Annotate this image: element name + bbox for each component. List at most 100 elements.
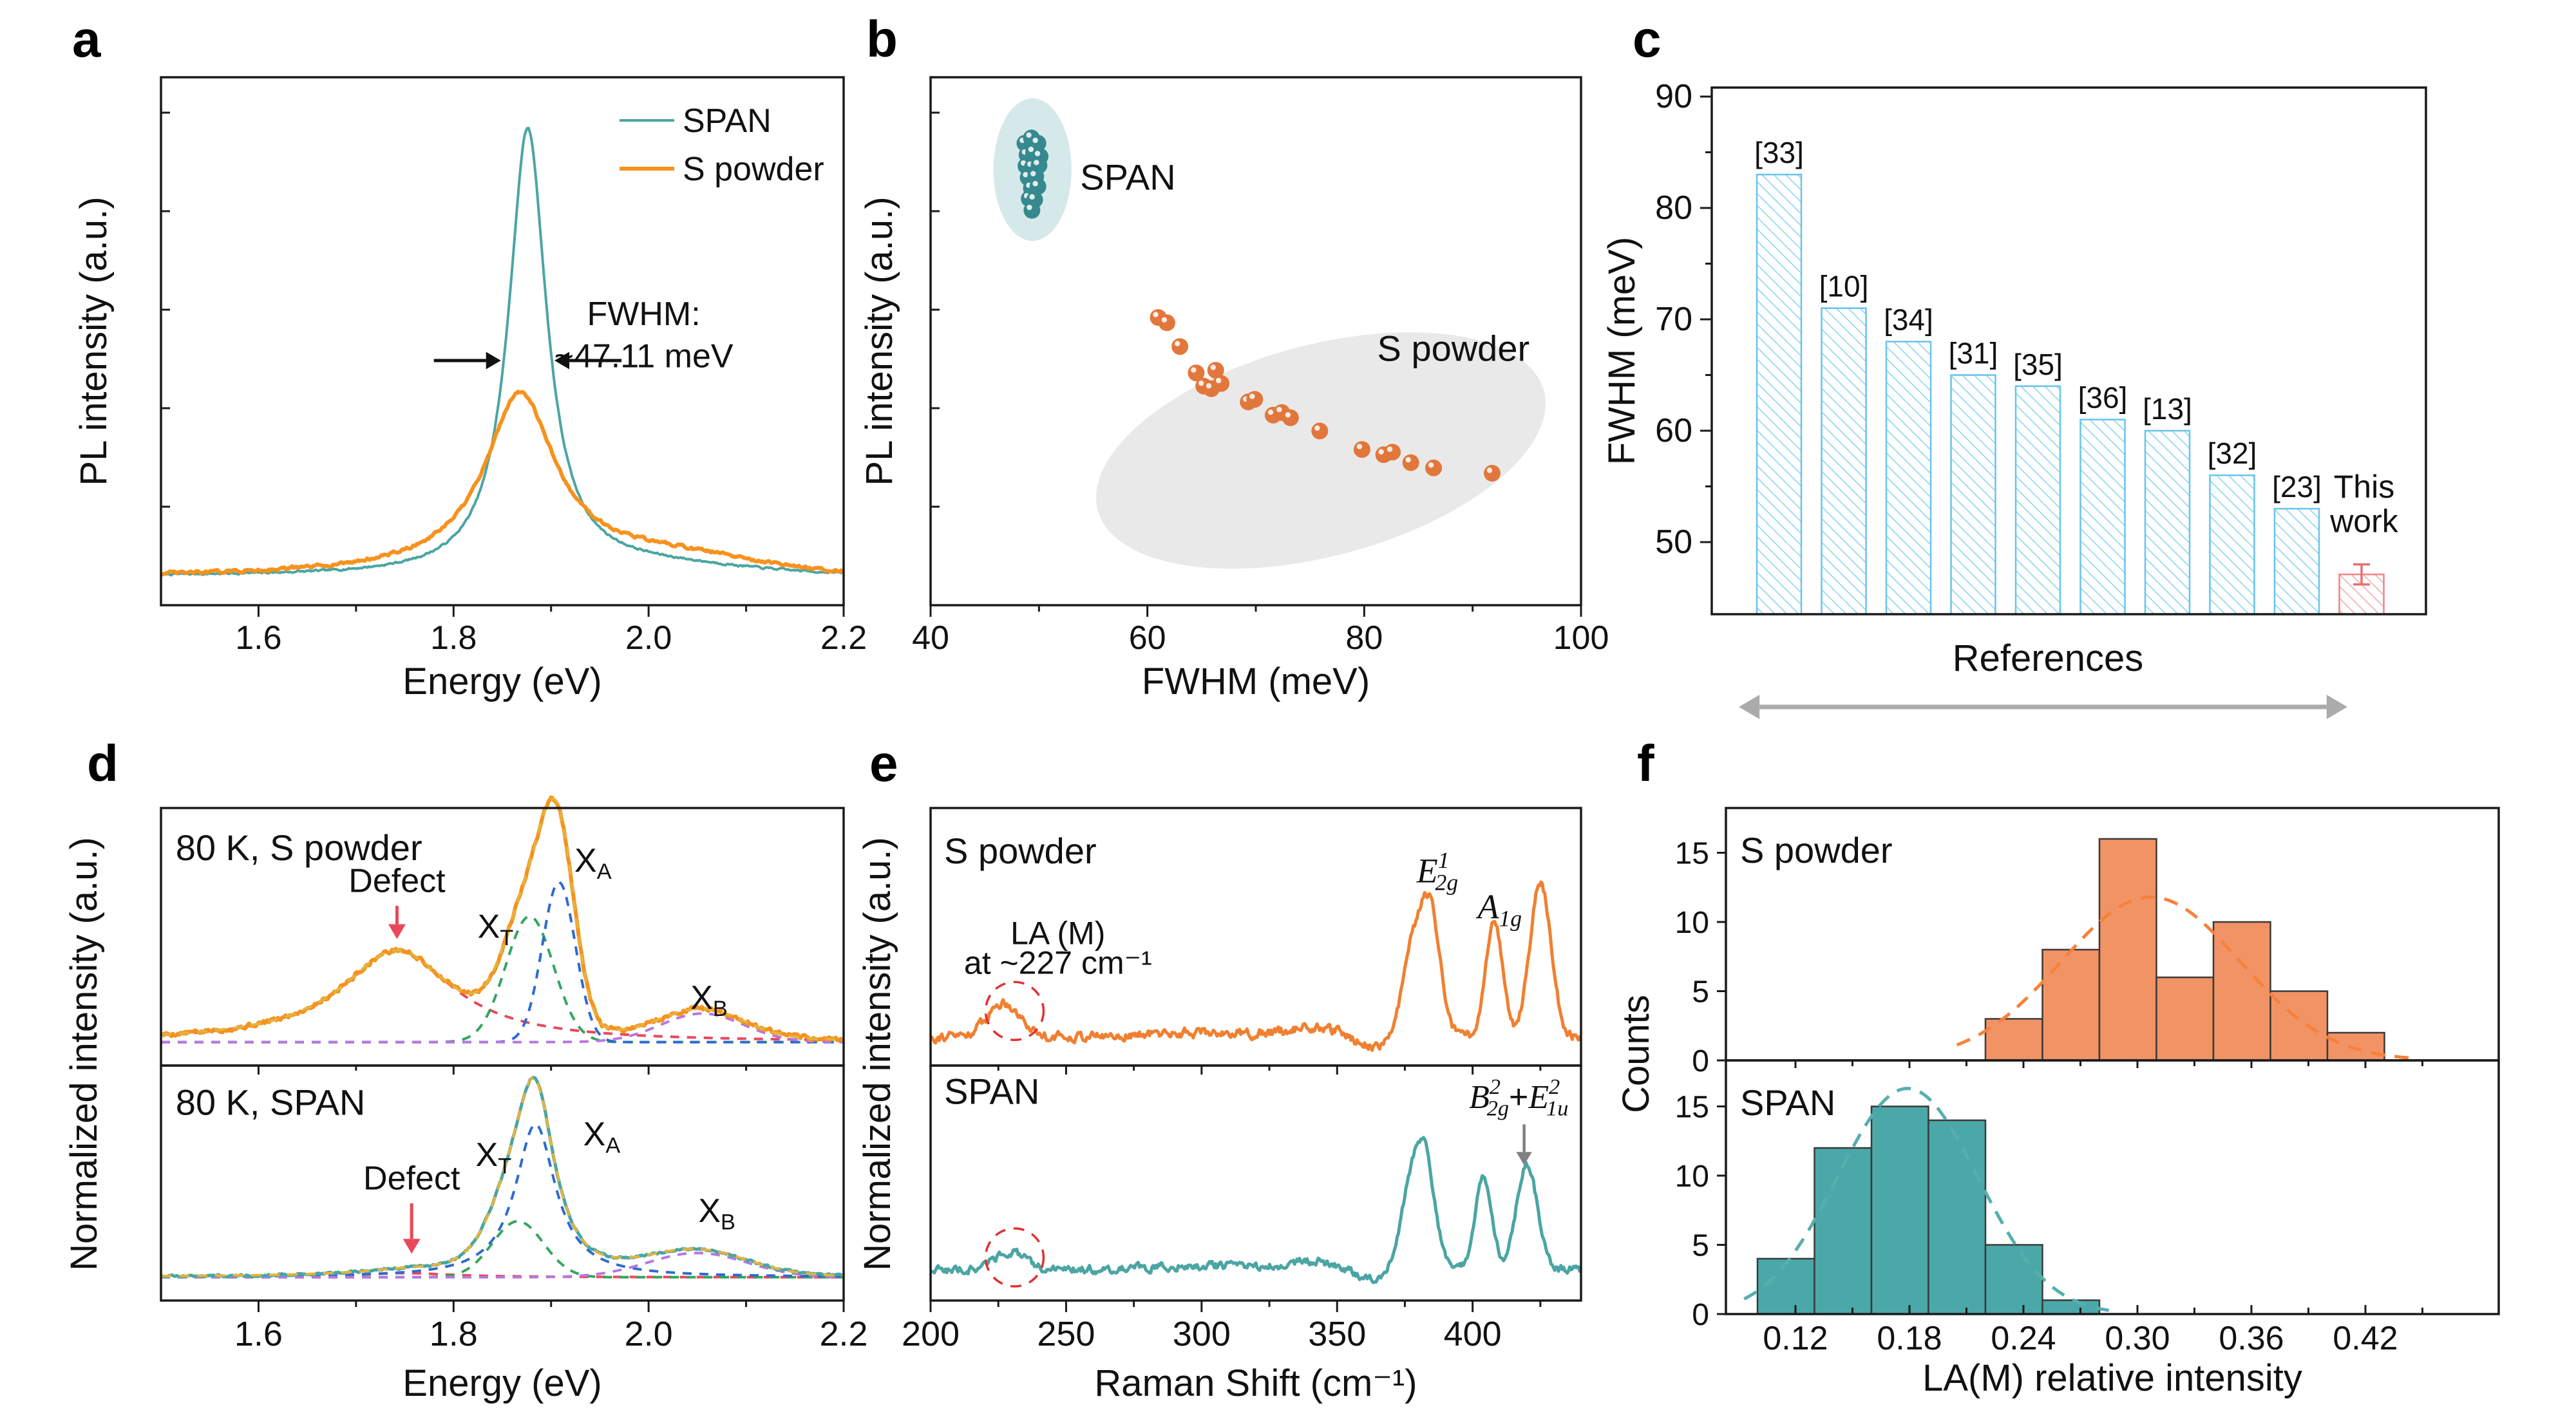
hist-bar bbox=[1814, 1147, 1873, 1315]
total-fit-curve bbox=[160, 797, 844, 1041]
x-tick-label: 60 bbox=[1129, 619, 1166, 657]
hist-bar bbox=[1756, 1257, 1815, 1315]
data-point bbox=[1213, 375, 1230, 392]
data-point-highlight bbox=[1428, 462, 1434, 468]
inplot-label: B2 2g+E2 1u bbox=[1469, 1075, 1568, 1120]
arrow-head bbox=[388, 924, 406, 939]
data-point-highlight bbox=[1285, 412, 1291, 418]
xt-component-curve bbox=[161, 1219, 844, 1279]
inplot-label: S powder bbox=[944, 831, 1097, 871]
hist-bar bbox=[1984, 1244, 2043, 1315]
data-point-highlight bbox=[1191, 367, 1197, 373]
data-point-highlight bbox=[1405, 456, 1411, 463]
hist-bar bbox=[2098, 838, 2157, 1062]
reference-bar-label: [23] bbox=[2272, 470, 2322, 503]
panel-c-plot: [33] [10] [34] [31] [35] [36] [13] [32] [23] This… bbox=[1655, 78, 2427, 719]
data-point bbox=[1158, 314, 1175, 332]
reference-bar-label: [34] bbox=[1884, 303, 1933, 337]
legend-label: SPAN bbox=[683, 102, 772, 140]
panel-a-letter: a bbox=[72, 10, 101, 68]
panel-d-xaxis-title: Energy (eV) bbox=[402, 1362, 601, 1404]
panel-d-letter: d bbox=[87, 735, 118, 792]
reference-bar bbox=[2079, 418, 2126, 616]
reference-bar-label: [35] bbox=[2013, 348, 2063, 381]
x-tick-label: 300 bbox=[1173, 1315, 1231, 1353]
hist-span: SPAN bbox=[1740, 1082, 2110, 1315]
panel-b: b FWHM (meV) PL intensity (a.u.) SPAN S p… bbox=[858, 10, 1609, 702]
plot-frame bbox=[160, 76, 845, 606]
inplot-label: Defect bbox=[363, 1160, 460, 1197]
plot-frame bbox=[929, 1064, 1582, 1302]
data-point-highlight bbox=[1034, 160, 1039, 165]
x-tick-label: 2.2 bbox=[819, 1315, 867, 1353]
y-tick-label: 80 bbox=[1655, 189, 1692, 227]
data-point bbox=[1384, 444, 1401, 461]
hist-bar bbox=[1927, 1119, 1987, 1315]
gauss-fit-curve bbox=[1743, 1087, 2110, 1312]
panel-f-letter: f bbox=[1637, 735, 1654, 792]
hist-bar bbox=[1984, 1018, 2043, 1062]
y-tick-label: 10 bbox=[1675, 906, 1709, 940]
panel-d: d Energy (eV) Normalized intensity (a.u.… bbox=[63, 735, 868, 1404]
data-point bbox=[1425, 459, 1443, 476]
panel-c-letter: c bbox=[1633, 10, 1662, 68]
subplot-span: SPAN B2 2g+E2 1u bbox=[930, 1071, 1582, 1288]
x-tick-label: 0.24 bbox=[1991, 1320, 2056, 1357]
panel-c-yaxis-title: FWHM (meV) bbox=[1601, 237, 1643, 465]
x-tick-label: 0.30 bbox=[2105, 1320, 2170, 1357]
arrow-head bbox=[486, 352, 501, 370]
gauss-fit-curve bbox=[1956, 895, 2417, 1060]
data-curve bbox=[930, 1136, 1582, 1284]
y-tick-label: 5 bbox=[1692, 975, 1709, 1010]
data-point bbox=[1483, 465, 1501, 482]
x-tick-label: 0.12 bbox=[1763, 1320, 1828, 1357]
reference-bar bbox=[2014, 385, 2061, 616]
data-point-highlight bbox=[1215, 377, 1222, 384]
inplot-label: E1 2g bbox=[1416, 847, 1458, 896]
data-point bbox=[1311, 422, 1329, 440]
span-cluster-label: SPAN bbox=[1080, 157, 1175, 198]
hist-bar bbox=[2155, 976, 2215, 1062]
reference-bar-label: [36] bbox=[2078, 381, 2128, 415]
hist-bar bbox=[2212, 921, 2271, 1062]
arrow-head bbox=[2326, 695, 2347, 719]
x-tick-label: 250 bbox=[1037, 1315, 1095, 1353]
inplot-label: 80 K, S powder bbox=[176, 827, 422, 868]
plot-frame bbox=[160, 1064, 845, 1302]
arrow-head bbox=[1739, 695, 1760, 719]
data-point-highlight bbox=[1032, 181, 1038, 187]
panel-c-xaxis-title: References bbox=[1953, 637, 2144, 679]
y-tick-label: 70 bbox=[1655, 301, 1692, 338]
x-tick-label: 2.0 bbox=[625, 619, 672, 657]
defect-component-curve bbox=[160, 949, 844, 1042]
x-tick-label: 0.18 bbox=[1877, 1320, 1942, 1357]
hist-s-powder: S powder bbox=[1740, 830, 2417, 1062]
y-tick-label: 15 bbox=[1675, 837, 1709, 871]
fwhm-label-line2: ~47.11 meV bbox=[554, 337, 734, 375]
xa-component-curve bbox=[161, 1123, 844, 1278]
data-point-highlight bbox=[1267, 409, 1274, 415]
panel-a: a Energy (eV) PL intensity (a.u.) FWHM: ~… bbox=[72, 10, 867, 702]
data-point bbox=[1402, 454, 1419, 471]
panel-b-xaxis-title: FWHM (meV) bbox=[1142, 661, 1370, 702]
data-point-highlight bbox=[1023, 172, 1028, 178]
inplot-label: XA bbox=[583, 1116, 621, 1158]
reference-bar-label: [31] bbox=[1949, 337, 1998, 370]
x-tick-label: 80 bbox=[1345, 619, 1383, 657]
inplot-label: XB bbox=[698, 1192, 735, 1234]
span-curve bbox=[160, 127, 844, 577]
plot-frame bbox=[1710, 86, 2427, 616]
subplot-80-k-span: 80 K, SPAN Defect XT XA XB bbox=[160, 1076, 844, 1279]
y-tick-label: 10 bbox=[1675, 1160, 1709, 1194]
xb-component-curve bbox=[161, 1252, 844, 1279]
panel-e-letter: e bbox=[869, 735, 898, 792]
data-point-highlight bbox=[1030, 171, 1036, 176]
inplot-label: at ~227 cm⁻¹ bbox=[964, 945, 1152, 981]
x-tick-label: 350 bbox=[1308, 1315, 1366, 1353]
reference-bar bbox=[2273, 507, 2320, 616]
inplot-label: XA bbox=[574, 842, 612, 884]
inplot-label: XT bbox=[478, 908, 514, 950]
